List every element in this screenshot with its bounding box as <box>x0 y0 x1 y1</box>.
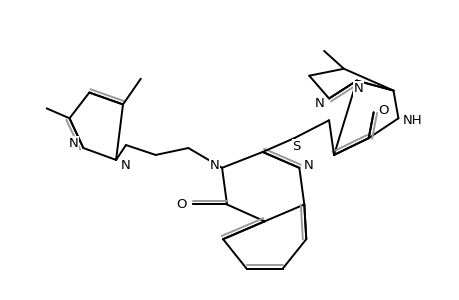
Text: N: N <box>209 159 218 172</box>
Text: O: O <box>176 198 186 211</box>
Text: N: N <box>121 159 130 172</box>
Text: N: N <box>303 159 313 172</box>
Text: N: N <box>353 82 363 95</box>
Text: NH: NH <box>402 114 421 127</box>
Text: O: O <box>377 104 388 117</box>
Text: N: N <box>313 97 323 110</box>
Text: N: N <box>68 136 78 150</box>
Text: S: S <box>291 140 300 152</box>
